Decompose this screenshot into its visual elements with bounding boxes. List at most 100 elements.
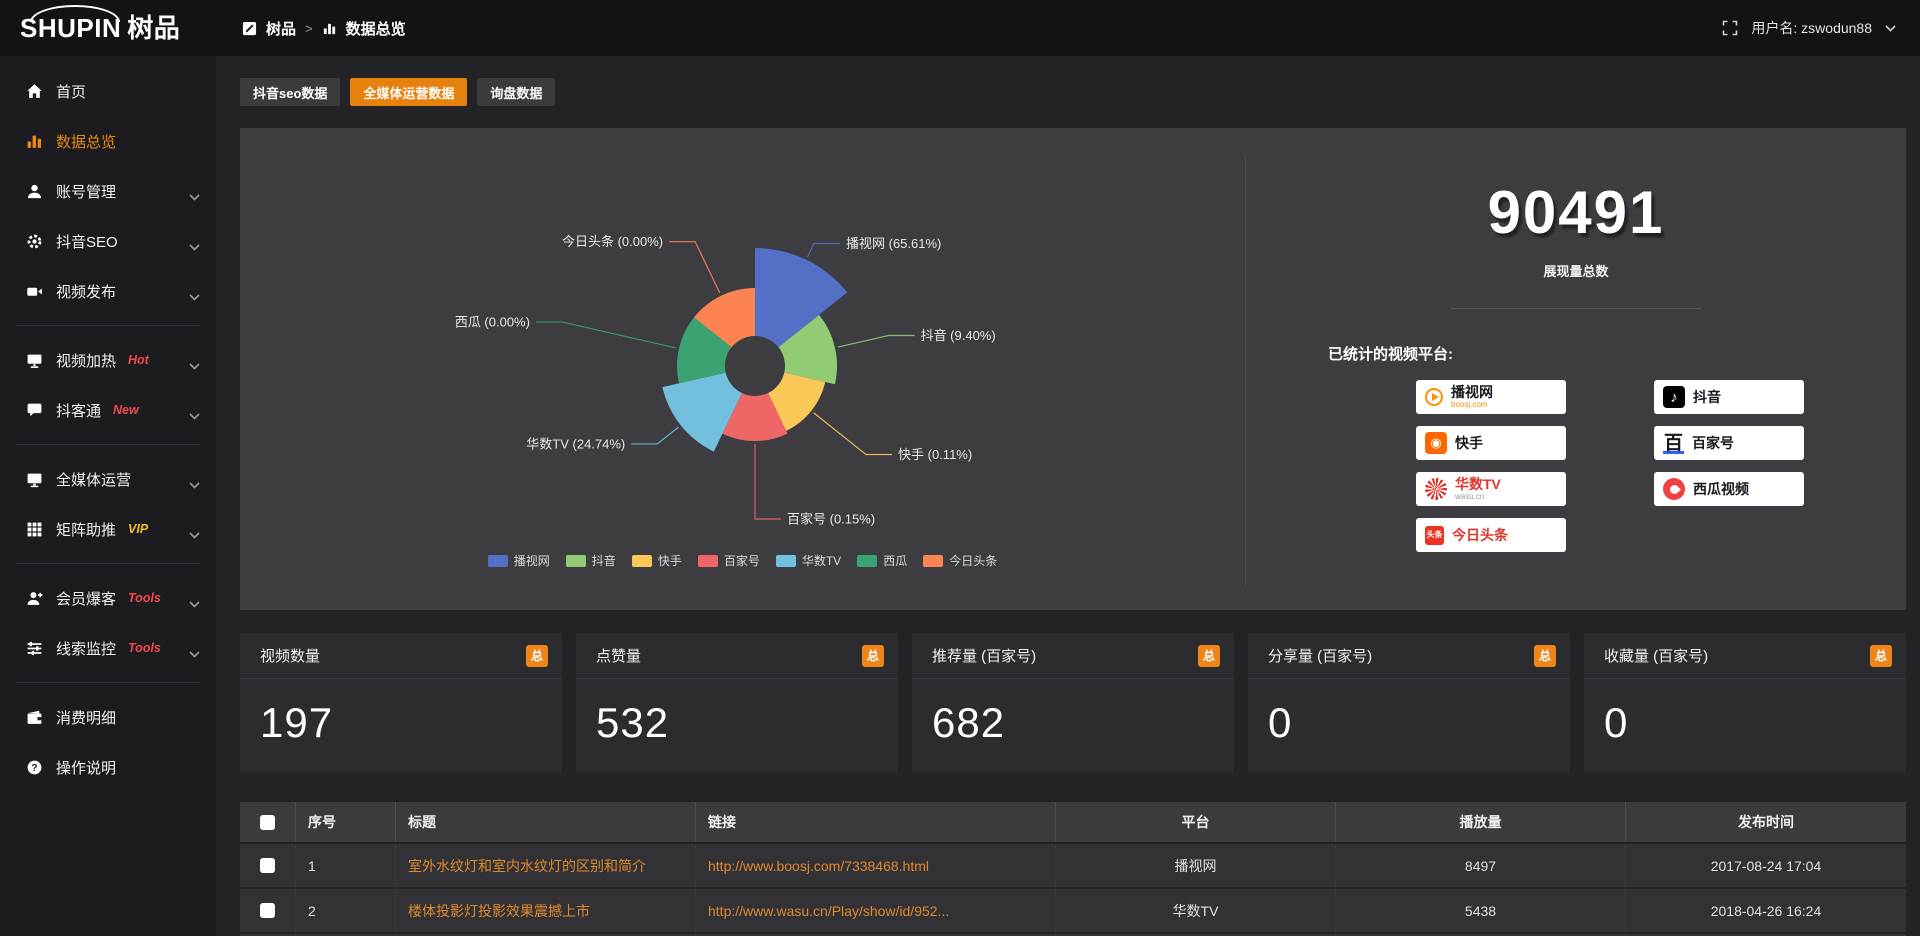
- tab-抖音seo数据[interactable]: 抖音seo数据: [240, 78, 341, 106]
- sidebar-divider: [16, 325, 200, 326]
- platform-subtext: wasu.cn: [1455, 492, 1485, 502]
- pie-label-百家号: 百家号 (0.15%): [787, 512, 875, 527]
- video-title-link[interactable]: 室外水纹灯和室内水纹灯的区别和简介: [408, 857, 646, 874]
- cell-seq: 1: [296, 844, 396, 887]
- table-header-row: 序号 标题 链接 平台 播放量 发布时间: [240, 802, 1906, 842]
- pie-slice-西瓜[interactable]: [677, 317, 732, 384]
- sidebar-item-member[interactable]: 会员爆客 Tools: [0, 573, 216, 623]
- tab-全媒体运营数据[interactable]: 全媒体运营数据: [350, 78, 468, 106]
- panel-vertical-divider: [1245, 156, 1246, 586]
- legend-label: 抖音: [591, 554, 616, 568]
- sidebar-item-gear[interactable]: 抖音SEO: [0, 216, 216, 266]
- pie-slice-播视网[interactable]: [755, 248, 848, 348]
- chevron-down-icon[interactable]: [1885, 24, 1896, 32]
- pie-slice-今日头条[interactable]: [694, 288, 755, 348]
- sidebar-badge: Tools: [128, 641, 161, 655]
- pie-label-line: [813, 412, 893, 456]
- impressions-summary: 90491 展现量总数 已统计的视频平台: 播视网 boosj.com ◉ 快手 华数T…: [1246, 128, 1906, 610]
- legend-item-西瓜[interactable]: 西瓜: [857, 552, 907, 569]
- header-cell-平台: 平台: [1056, 802, 1336, 842]
- legend-item-快手[interactable]: 快手: [631, 552, 682, 569]
- fullscreen-icon[interactable]: [1722, 20, 1738, 36]
- sidebar-item-wallet[interactable]: 消费明细: [0, 692, 216, 742]
- impressions-total-label: 展现量总数: [1543, 264, 1609, 279]
- video-url-link[interactable]: http://www.boosj.com/7338468.html: [708, 857, 930, 874]
- sliders-icon: [26, 640, 43, 657]
- pie-label-line: [631, 426, 679, 445]
- sidebar-badge: New: [113, 403, 139, 417]
- sidebar-divider: [16, 444, 200, 445]
- toutiao-logo-icon: 头条: [1425, 525, 1444, 545]
- total-badge: 总: [1870, 644, 1892, 667]
- member-icon: [26, 590, 43, 607]
- sidebar: 首页数据总览 账号管理 抖音SEO 视频发布视频加热 Hot 抖客通 New 全媒体运营矩阵助…: [0, 56, 216, 936]
- sidebar-item-video[interactable]: 视频发布: [0, 266, 216, 316]
- stat-card-value: 682: [932, 699, 1006, 746]
- sidebar-item-home[interactable]: 首页: [0, 66, 216, 116]
- cell-title: [396, 934, 696, 936]
- cell-time: 2017-08-24 17:04: [1710, 857, 1822, 874]
- breadcrumb: 树品 > 数据总览: [242, 18, 406, 39]
- platform-badge-kuaishou: ◉ 快手: [1416, 426, 1566, 460]
- video-title-link[interactable]: 楼体投影灯投影效果震撼上市: [408, 902, 590, 919]
- sidebar-item-help[interactable]: ? 操作说明: [0, 742, 216, 792]
- chart-legend: 播视网 抖音 快手 百家号 华数TV 西瓜 今日头条: [240, 552, 1245, 569]
- row-checkbox[interactable]: [260, 858, 275, 873]
- legend-item-华数TV[interactable]: 华数TV: [775, 552, 841, 569]
- username[interactable]: 用户名: zswodun88: [1751, 20, 1872, 36]
- chevron-down-icon: [189, 526, 200, 543]
- pie-slice-百家号[interactable]: [722, 393, 788, 441]
- stat-card-header: 推荐量 (百家号) 总: [912, 633, 1234, 679]
- chevron-down-icon: [189, 188, 200, 205]
- wallet-icon: [26, 709, 43, 726]
- sidebar-item-label: 视频加热: [56, 352, 117, 370]
- breadcrumb-root[interactable]: 树品: [266, 20, 297, 38]
- pie-label-播视网: 播视网 (65.61%): [846, 236, 941, 251]
- pie-slice-华数TV[interactable]: [662, 372, 742, 452]
- rose-pie-chart: 播视网 (65.61%) 抖音 (9.40%) 快手 (0.11%) 百家号 (0.1…: [455, 234, 996, 527]
- legend-item-今日头条[interactable]: 今日头条: [923, 552, 997, 569]
- header-cell-标题: 标题: [396, 802, 696, 842]
- tab-询盘数据[interactable]: 询盘数据: [477, 78, 556, 106]
- total-badge: 总: [1534, 644, 1556, 667]
- legend-item-百家号[interactable]: 百家号: [697, 552, 760, 569]
- cell-checkbox: [240, 934, 296, 936]
- sidebar-item-chart[interactable]: 数据总览: [0, 116, 216, 166]
- legend-item-播视网[interactable]: 播视网: [487, 552, 550, 569]
- sidebar-item-label: 首页: [56, 83, 87, 101]
- sidebar-item-label: 全媒体运营: [56, 471, 132, 489]
- video-url-link[interactable]: http://www.wasu.cn/Play/show/id/952...: [708, 902, 950, 919]
- legend-item-抖音[interactable]: 抖音: [565, 552, 616, 569]
- svg-text:?: ?: [31, 762, 37, 773]
- row-checkbox[interactable]: [260, 903, 275, 918]
- pie-slice-抖音[interactable]: [778, 314, 837, 385]
- data-tabs: 抖音seo数据 全媒体运营数据 询盘数据: [240, 78, 556, 106]
- cell-link: http://www.wasu.cn/Play/show/id/952...: [696, 889, 1056, 932]
- stat-card-label: 分享量 (百家号): [1268, 648, 1373, 665]
- douyin-logo-icon: ♪: [1663, 386, 1685, 408]
- brand-logo[interactable]: SHUPIN 树品: [0, 0, 216, 56]
- stat-card-value: 0: [1268, 699, 1293, 746]
- pie-label-快手: 快手 (0.11%): [898, 447, 972, 462]
- sidebar-item-sliders[interactable]: 线索监控 Tools: [0, 623, 216, 673]
- sidebar-item-grid[interactable]: 矩阵助推 VIP: [0, 504, 216, 554]
- select-all-checkbox[interactable]: [260, 814, 275, 830]
- video-icon: [26, 283, 43, 300]
- stat-card-分享量 (百家号): 分享量 (百家号) 总 0: [1248, 633, 1570, 773]
- baijiahao-logo-icon: 百: [1663, 433, 1685, 454]
- legend-color-chip: [857, 554, 878, 567]
- sidebar-item-user[interactable]: 账号管理: [0, 166, 216, 216]
- cell-seq: [296, 934, 396, 936]
- platform-badge-wasu: 华数TV wasu.cn: [1416, 472, 1566, 506]
- breadcrumb-current: 数据总览: [345, 20, 406, 38]
- stat-card-header: 视频数量 总: [240, 633, 562, 679]
- sidebar-item-label: 消费明细: [56, 709, 117, 727]
- header-cell-发布时间: 发布时间: [1738, 814, 1794, 830]
- sidebar-item-chat[interactable]: 抖客通 New: [0, 385, 216, 435]
- cell-platform: 华数TV: [1056, 889, 1336, 932]
- sidebar-item-monitor[interactable]: 全媒体运营: [0, 454, 216, 504]
- pie-slice-快手[interactable]: [768, 372, 826, 431]
- videos-table: 序号 标题 链接 平台 播放量 发布时间 1 室外水纹灯和室内水纹灯的区别和简介 http://…: [240, 802, 1906, 936]
- total-badge: 总: [1198, 644, 1220, 667]
- sidebar-item-heat[interactable]: 视频加热 Hot: [0, 335, 216, 385]
